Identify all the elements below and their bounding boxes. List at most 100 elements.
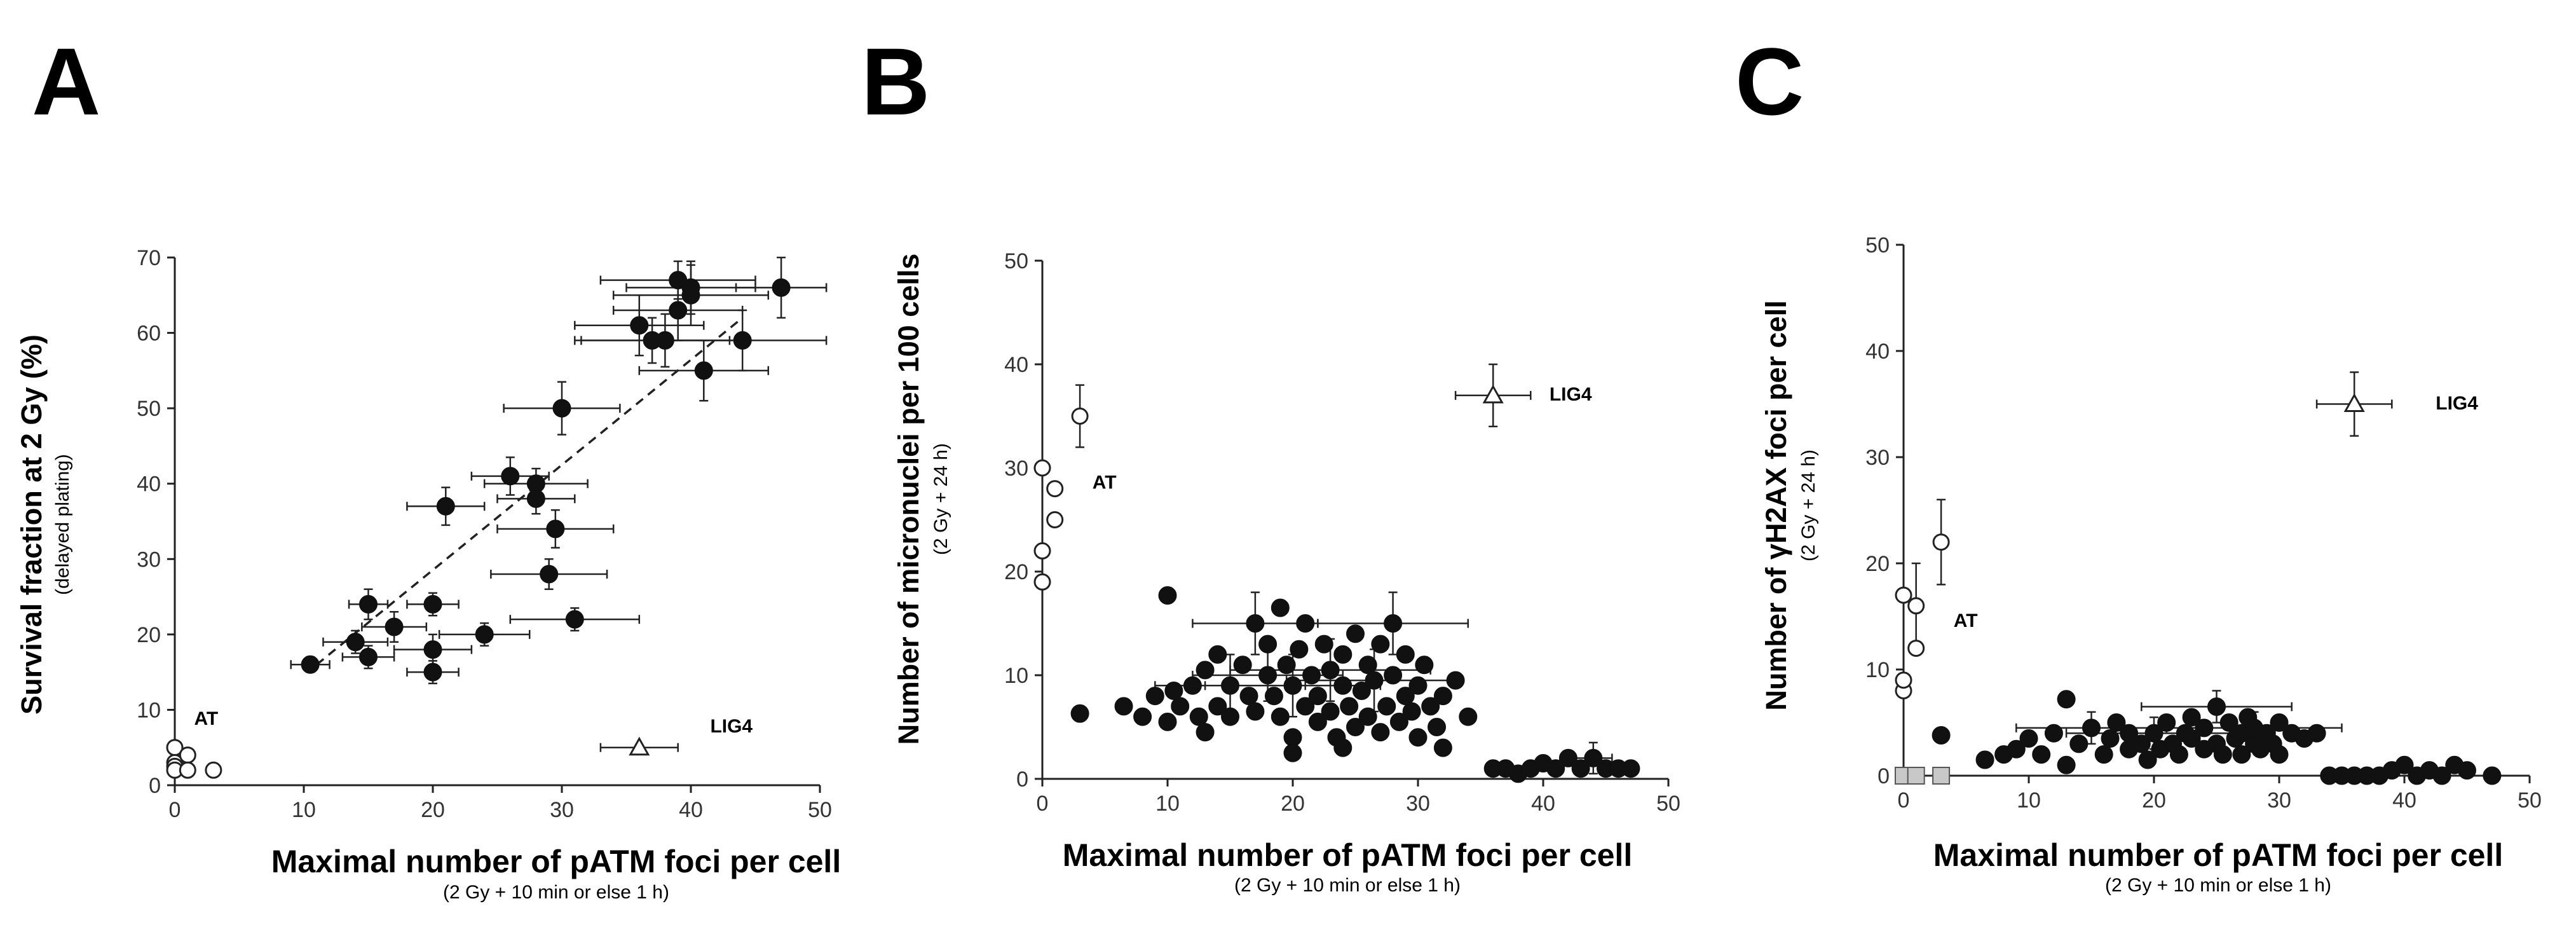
y-tick-label: 10: [1004, 664, 1028, 688]
data-point: [1358, 707, 1377, 726]
data-point: [2007, 739, 2026, 759]
data-point: [1408, 728, 1428, 747]
data-point: [2107, 713, 2126, 732]
data-point: [2270, 713, 2289, 732]
annotation-label: AT: [1954, 610, 1978, 631]
data-point: [1546, 759, 1565, 778]
data-point: [2395, 755, 2414, 774]
annotation-label: AT: [194, 708, 218, 729]
data-point: [1340, 697, 1359, 716]
data-point: [2057, 755, 2076, 774]
x-tick-label: 10: [2017, 788, 2041, 813]
x-tick-label: 50: [2518, 788, 2542, 813]
data-point: [1571, 759, 1590, 778]
data-point: [1333, 738, 1353, 757]
x-axis-subtitle: (2 Gy + 10 min or else 1 h): [2105, 875, 2331, 896]
data-point: [359, 647, 378, 666]
data-point: [565, 610, 584, 629]
data-point: [1352, 681, 1371, 700]
y-axis-title: Number of γH2AX foci per cell: [1760, 300, 1792, 710]
annotation-label: LIG4: [1550, 384, 1592, 405]
x-tick-label: 40: [679, 798, 703, 822]
data-point: [655, 331, 674, 350]
data-point: [1408, 676, 1428, 695]
data-point: [1183, 676, 1202, 695]
chart-panel-c: Maximal number of pATM foci per cell (2 …: [1760, 233, 2542, 896]
data-point: [1296, 614, 1315, 633]
data-point: [1333, 676, 1353, 695]
data-point: [1208, 645, 1227, 664]
x-axis-title: Maximal number of pATM foci per cell: [271, 844, 841, 879]
x-tick-label: 50: [808, 798, 832, 822]
y-tick-label: 20: [1004, 560, 1028, 584]
data-point: [1271, 598, 1290, 617]
x-tick-label: 10: [292, 798, 316, 822]
y-tick-label: 0: [1877, 764, 1890, 788]
data-point: [1233, 656, 1252, 675]
data-point: [2213, 745, 2232, 764]
data-point: [1070, 704, 1089, 723]
data-point: [1308, 687, 1327, 706]
data-point-at: [1033, 573, 1051, 591]
data-point: [1164, 681, 1183, 700]
data-point: [2307, 724, 2326, 743]
x-axis-title: Maximal number of pATM foci per cell: [1063, 837, 1632, 873]
data-point: [1384, 614, 1403, 633]
chart-panel-b: Maximal number of pATM foci per cell (2 …: [892, 249, 1680, 896]
data-point: [2082, 718, 2101, 738]
data-point-at: [1895, 586, 1912, 604]
y-tick-label: 0: [1016, 767, 1028, 792]
data-point: [1158, 712, 1177, 731]
panel-letter-a: A: [32, 28, 100, 135]
y-tick-label: 30: [137, 547, 161, 572]
data-point: [1621, 759, 1640, 778]
annotation-label: LIG4: [2436, 393, 2478, 414]
data-point: [2432, 766, 2451, 785]
data-point: [552, 399, 571, 418]
data-point: [1246, 614, 1265, 633]
data-point: [475, 625, 494, 644]
data-point: [2138, 750, 2157, 769]
data-point: [1371, 723, 1390, 742]
data-point: [2458, 761, 2476, 780]
data-point: [2207, 697, 2226, 716]
data-point-at: [1895, 671, 1912, 689]
data-point: [1145, 687, 1164, 706]
data-point: [1932, 726, 1951, 745]
y-tick-label: 60: [137, 322, 161, 346]
y-tick-label: 50: [1004, 249, 1028, 273]
x-tick-label: 0: [1037, 792, 1049, 816]
data-point: [1446, 671, 1465, 690]
data-point: [2182, 708, 2201, 727]
data-point: [1346, 718, 1365, 736]
data-point-at: [1932, 533, 1950, 551]
data-point: [385, 617, 404, 636]
data-point: [2219, 713, 2239, 732]
data-point: [1321, 661, 1340, 680]
data-point: [501, 467, 520, 486]
data-point: [630, 316, 649, 335]
x-tick-label: 20: [2142, 788, 2166, 813]
data-point-at-square: [1907, 767, 1925, 785]
data-point-at: [1033, 542, 1051, 560]
data-point: [1377, 697, 1396, 716]
data-point: [436, 497, 455, 516]
x-tick-label: 0: [169, 798, 181, 822]
data-point: [1171, 697, 1190, 716]
data-point-at-square: [1932, 767, 1951, 785]
data-point: [2101, 729, 2120, 748]
panel-letter-c: C: [1735, 28, 1804, 135]
data-point: [1415, 656, 1434, 675]
y-tick-label: 10: [137, 698, 161, 722]
data-point: [1584, 748, 1603, 767]
data-point: [1396, 645, 1415, 664]
data-point: [1314, 635, 1333, 654]
data-point: [1371, 635, 1390, 654]
data-point: [301, 655, 320, 674]
data-point: [1428, 718, 1447, 736]
y-axis-subtitle: (2 Gy + 24 h): [930, 443, 951, 555]
data-point: [1221, 676, 1239, 695]
x-axis-title: Maximal number of pATM foci per cell: [1933, 837, 2503, 873]
data-point: [1321, 702, 1340, 721]
